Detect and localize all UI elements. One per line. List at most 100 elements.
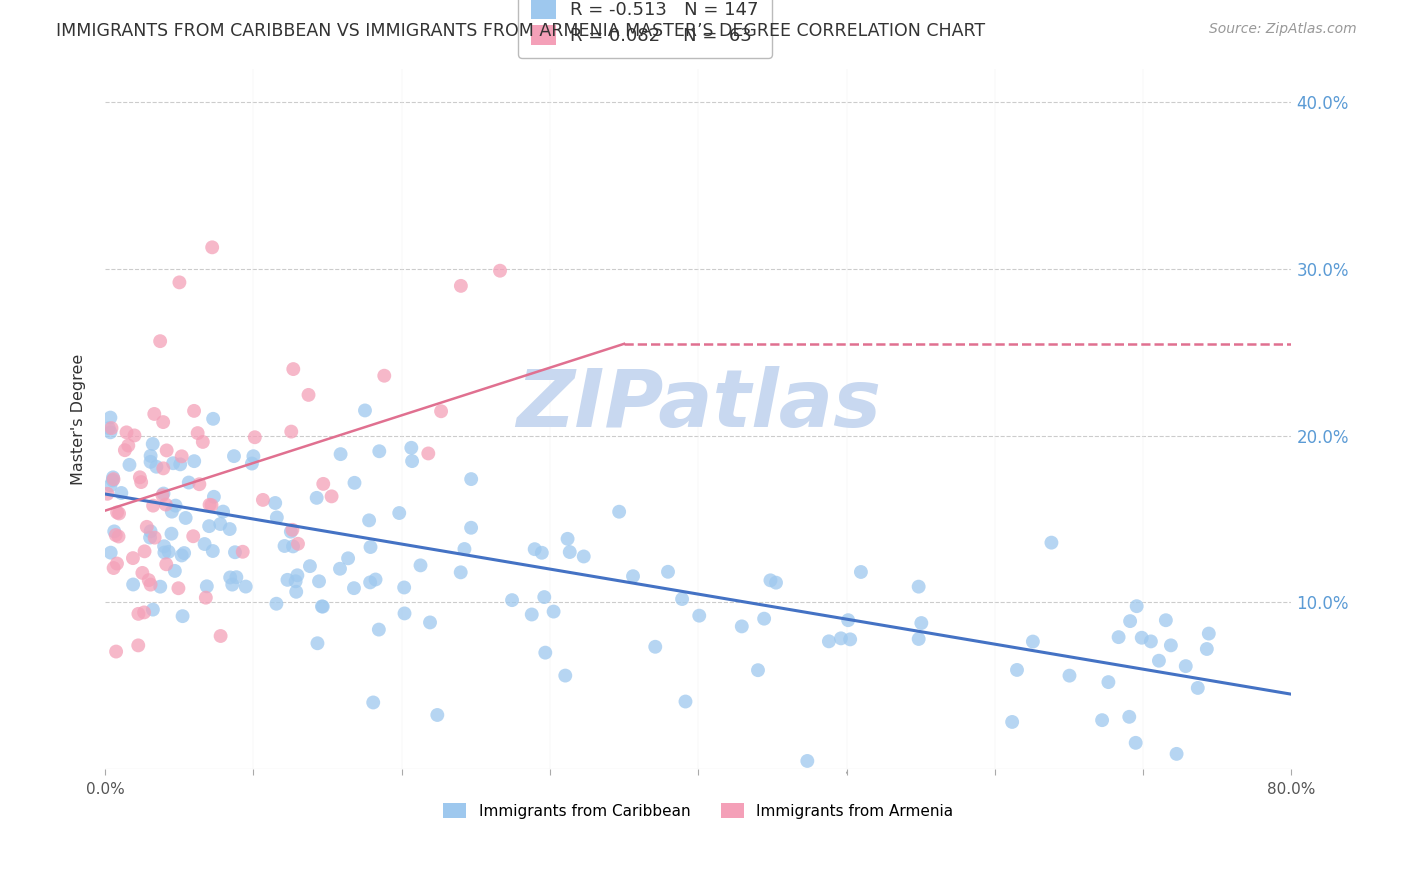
Point [501, 593, 523, 607]
Point [747, 663, 769, 677]
Point [343, 475, 366, 490]
Point [373, 368, 395, 383]
Point [195, 579, 218, 593]
Point [212, 505, 235, 519]
Point [225, 570, 247, 584]
Point [96, 487, 118, 501]
Point [105, 644, 128, 658]
Legend: Immigrants from Caribbean, Immigrants from Armenia: Immigrants from Caribbean, Immigrants fr… [437, 797, 959, 825]
Point [157, 545, 180, 559]
Point [329, 562, 352, 576]
Point [124, 428, 146, 442]
Point [297, 388, 319, 402]
Point [359, 575, 381, 590]
Point [165, 499, 187, 513]
Point [752, 612, 775, 626]
Point [235, 580, 257, 594]
Point [152, 415, 174, 429]
Point [276, 573, 298, 587]
Point [122, 577, 145, 591]
Point [1130, 631, 1153, 645]
Point [558, 545, 581, 559]
Point [153, 545, 176, 559]
Point [818, 634, 841, 648]
Point [252, 492, 274, 507]
Point [198, 519, 221, 533]
Point [160, 505, 183, 519]
Point [160, 526, 183, 541]
Point [1198, 626, 1220, 640]
Point [101, 470, 124, 484]
Point [1108, 630, 1130, 644]
Point [115, 425, 138, 440]
Point [156, 443, 179, 458]
Point [103, 561, 125, 575]
Point [284, 574, 307, 589]
Point [139, 531, 162, 545]
Point [218, 522, 240, 536]
Point [122, 551, 145, 566]
Point [107, 529, 129, 543]
Point [1125, 736, 1147, 750]
Point [419, 615, 441, 630]
Point [675, 694, 697, 708]
Point [287, 537, 309, 551]
Point [110, 486, 132, 500]
Point [172, 609, 194, 624]
Point [839, 632, 862, 647]
Point [170, 450, 193, 464]
Point [453, 541, 475, 556]
Point [139, 524, 162, 539]
Point [281, 523, 304, 537]
Point [191, 434, 214, 449]
Point [607, 505, 630, 519]
Point [128, 470, 150, 484]
Point [644, 640, 666, 654]
Point [307, 636, 329, 650]
Point [209, 629, 232, 643]
Point [118, 458, 141, 472]
Point [280, 425, 302, 439]
Point [100, 410, 122, 425]
Point [132, 606, 155, 620]
Point [139, 449, 162, 463]
Point [830, 632, 852, 646]
Point [530, 546, 553, 560]
Point [108, 507, 131, 521]
Point [1001, 714, 1024, 729]
Point [359, 513, 381, 527]
Point [209, 516, 232, 531]
Point [657, 565, 679, 579]
Point [131, 566, 153, 580]
Point [849, 565, 872, 579]
Point [450, 566, 472, 580]
Point [155, 558, 177, 572]
Point [280, 524, 302, 539]
Point [200, 498, 222, 512]
Point [134, 544, 156, 558]
Point [163, 564, 186, 578]
Point [364, 573, 387, 587]
Point [167, 581, 190, 595]
Point [142, 437, 165, 451]
Point [1091, 713, 1114, 727]
Point [621, 569, 644, 583]
Point [401, 441, 423, 455]
Point [388, 506, 411, 520]
Point [460, 472, 482, 486]
Point [543, 605, 565, 619]
Point [240, 457, 263, 471]
Point [152, 461, 174, 475]
Point [1097, 675, 1119, 690]
Point [1005, 663, 1028, 677]
Point [360, 540, 382, 554]
Point [489, 263, 512, 277]
Point [143, 531, 166, 545]
Point [367, 623, 389, 637]
Point [308, 574, 330, 589]
Point [181, 529, 204, 543]
Point [224, 545, 246, 559]
Point [100, 421, 122, 435]
Point [572, 549, 595, 564]
Point [298, 559, 321, 574]
